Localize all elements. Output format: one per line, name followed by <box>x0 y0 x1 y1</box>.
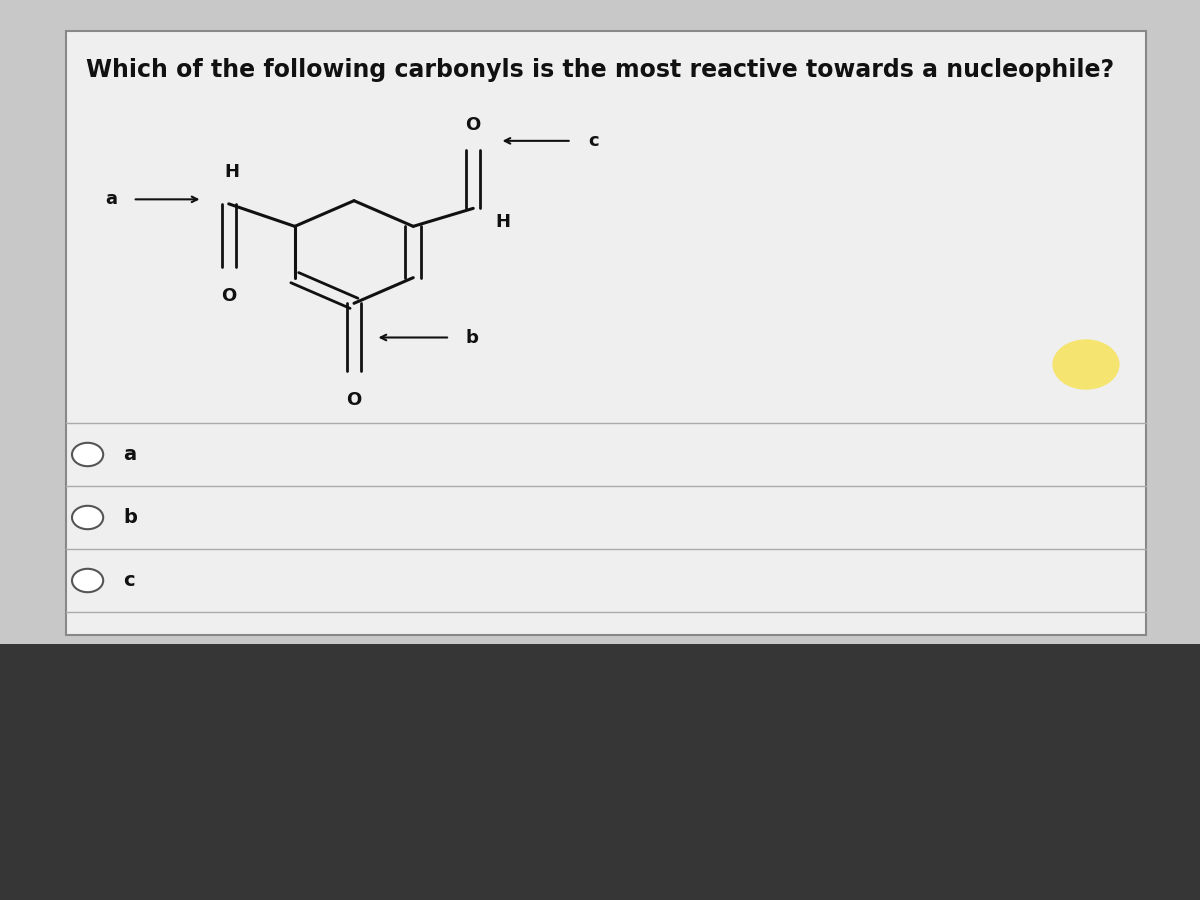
Bar <box>0 644 1200 900</box>
Text: a: a <box>124 445 137 464</box>
Circle shape <box>72 443 103 466</box>
Text: Which of the following carbonyls is the most reactive towards a nucleophile?: Which of the following carbonyls is the … <box>86 58 1114 83</box>
Text: a: a <box>106 191 118 209</box>
Circle shape <box>72 506 103 529</box>
Text: H: H <box>496 213 511 231</box>
Circle shape <box>72 569 103 592</box>
Text: b: b <box>124 508 138 527</box>
Circle shape <box>1052 339 1120 390</box>
Text: O: O <box>221 286 236 304</box>
Bar <box>66 32 1146 634</box>
Text: O: O <box>466 116 481 134</box>
Text: c: c <box>124 571 136 590</box>
Text: c: c <box>588 132 599 149</box>
Text: b: b <box>466 328 478 346</box>
Text: O: O <box>347 391 361 409</box>
Text: H: H <box>224 164 240 182</box>
